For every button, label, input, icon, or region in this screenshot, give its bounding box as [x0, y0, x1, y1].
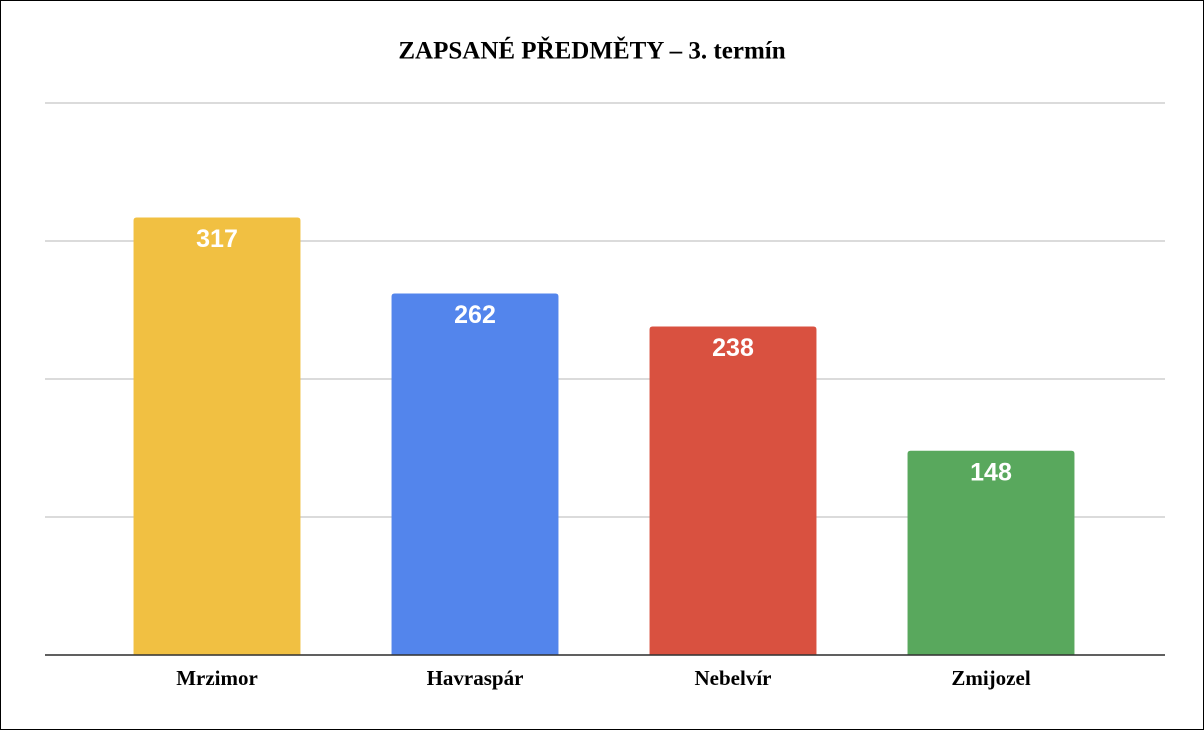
bar [391, 293, 559, 655]
bar [907, 450, 1075, 655]
bar [133, 217, 301, 656]
x-tick-label: Mrzimor [176, 666, 258, 690]
bar [649, 326, 817, 655]
x-tick-label: Nebelvír [695, 666, 772, 690]
value-label: 148 [970, 458, 1012, 486]
x-tick-label: Zmijozel [951, 666, 1030, 690]
x-tick-label: Havraspár [427, 666, 524, 690]
chart-title: ZAPSANÉ PŘEDMĚTY – 3. termín [398, 37, 785, 65]
value-label: 317 [196, 225, 238, 253]
value-label: 262 [454, 301, 496, 329]
value-label: 238 [712, 334, 754, 362]
